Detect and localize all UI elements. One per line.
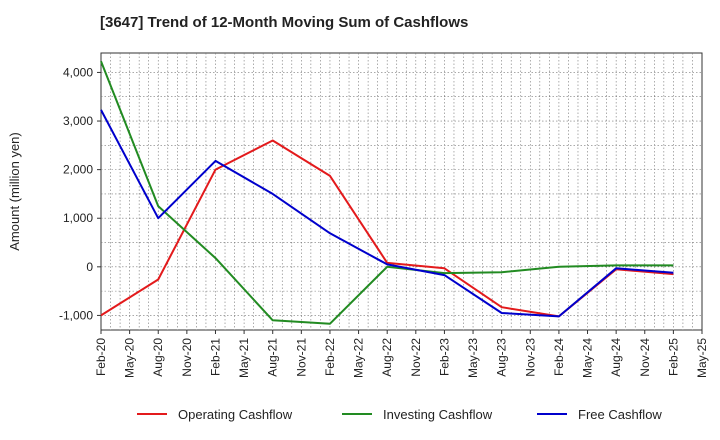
series-line-free-cashflow: [100, 109, 674, 318]
legend-label-free-cashflow: Free Cashflow: [578, 407, 662, 422]
y-tick-label: 0: [86, 260, 93, 274]
x-tick-label: Aug-22: [380, 338, 394, 377]
series-line-investing-cashflow: [100, 60, 674, 325]
grid-layer: [100, 52, 703, 331]
x-tick-label: May-23: [466, 338, 480, 378]
x-tick-label: Aug-24: [609, 338, 623, 377]
x-tick-label: Nov-23: [523, 338, 537, 377]
x-tick-label: Aug-20: [151, 338, 165, 377]
legend: Operating Cashflow Investing Cashflow Free…: [137, 407, 662, 422]
x-tick-label: May-25: [695, 338, 709, 378]
x-tick-label: Nov-22: [409, 338, 423, 377]
x-tick-label: Aug-21: [266, 338, 280, 377]
y-tick-label: 1,000: [63, 211, 93, 225]
y-tick-label: 3,000: [63, 114, 93, 128]
legend-label-operating-cashflow: Operating Cashflow: [178, 407, 293, 422]
y-axis-title: Amount (million yen): [7, 132, 22, 251]
chart-title: [3647] Trend of 12-Month Moving Sum of C…: [100, 14, 469, 31]
y-tick-label: 4,000: [63, 65, 93, 79]
x-tick-label: Feb-20: [94, 338, 108, 376]
y-tick-label: 2,000: [63, 163, 93, 177]
x-tick-label: Feb-21: [208, 338, 222, 376]
x-tick-label: Nov-20: [180, 338, 194, 377]
series-layer: [100, 60, 674, 325]
plot-area: [100, 52, 703, 331]
x-tick-label: Nov-24: [638, 338, 652, 377]
x-tick-label: Feb-24: [552, 338, 566, 376]
x-tick-label: Feb-22: [323, 338, 337, 376]
y-tick-label: -1,000: [59, 308, 93, 322]
x-tick-label: May-20: [123, 338, 137, 378]
x-tick-label: Feb-23: [437, 338, 451, 376]
x-tick-label: Aug-23: [495, 338, 509, 377]
x-tick-label: May-21: [237, 338, 251, 378]
x-tick-label: May-22: [352, 338, 366, 378]
x-tick-label: Feb-25: [666, 338, 680, 376]
x-tick-label: May-24: [581, 338, 595, 378]
axis-layer: -1,000 0 1,000 2,000 3,000 4,000 Feb-20 May-20 A…: [7, 65, 709, 378]
x-tick-label: Nov-21: [294, 338, 308, 377]
legend-label-investing-cashflow: Investing Cashflow: [383, 407, 493, 422]
